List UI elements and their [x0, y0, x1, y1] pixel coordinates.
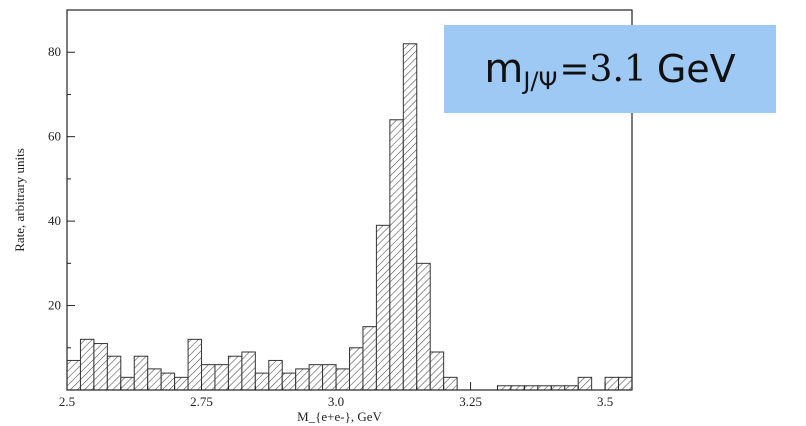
- histogram-bin: [322, 364, 337, 391]
- histogram-bin: [254, 372, 270, 391]
- histogram-bin: [550, 385, 566, 391]
- histogram-bin: [496, 385, 512, 391]
- axes: [66, 9, 633, 391]
- x-tick-label: 3.5: [597, 394, 613, 409]
- annotation-subscript: J/Ψ: [523, 67, 558, 95]
- histogram-bin: [201, 364, 216, 391]
- histogram-bin: [241, 351, 256, 391]
- y-tick-label: 60: [48, 129, 61, 144]
- histogram-bin: [187, 338, 203, 391]
- histogram-bin: [416, 262, 431, 391]
- y-tick-label: 80: [48, 44, 61, 59]
- histogram-bin: [93, 343, 108, 391]
- histogram-bin: [268, 359, 283, 391]
- histogram-bin: [537, 385, 552, 391]
- y-axis-label: Rate, arbitrary units: [12, 148, 27, 252]
- annotation-unit: GeV: [656, 47, 736, 91]
- histogram-bin: [564, 385, 579, 391]
- annotation-symbol: m: [484, 46, 524, 92]
- histogram-bin: [335, 368, 350, 391]
- histogram-bin: [362, 326, 377, 391]
- histogram-bin: [402, 43, 418, 391]
- histogram-bin: [120, 376, 135, 391]
- histogram-bin: [389, 119, 404, 391]
- y-tick-label: 40: [48, 213, 61, 228]
- y-tick-label: 20: [48, 298, 61, 313]
- annotation-value: =3.1: [559, 48, 647, 90]
- histogram-bin: [618, 376, 633, 391]
- histogram-bars: [66, 43, 633, 391]
- tick-labels: 2.5 2.75 3.0 3.25 3.5 20 40 60 80: [48, 44, 613, 409]
- histogram-bin: [106, 355, 122, 391]
- histogram-bin: [133, 355, 149, 391]
- x-axis-label: M_{e+e-}, GeV: [297, 409, 382, 424]
- histogram-bin: [160, 372, 176, 391]
- histogram-bin: [510, 385, 525, 391]
- histogram-bin: [227, 355, 243, 391]
- histogram-bin: [214, 364, 229, 391]
- mass-annotation: m J/Ψ =3.1 GeV: [444, 25, 776, 113]
- histogram-bin: [79, 338, 95, 391]
- x-tick-label: 3.0: [328, 394, 344, 409]
- histogram-bin: [443, 376, 458, 391]
- histogram-bin: [147, 368, 162, 391]
- histogram-bin: [349, 347, 364, 391]
- histogram-bin: [523, 385, 539, 391]
- histogram-bin: [577, 376, 593, 391]
- plot-frame: [66, 9, 633, 391]
- histogram-bin: [295, 368, 310, 391]
- histogram-bin: [66, 359, 81, 391]
- x-tick-label: 2.5: [59, 394, 75, 409]
- histogram-bin: [308, 364, 324, 391]
- histogram-bin: [429, 351, 445, 391]
- histogram-bin: [174, 376, 189, 391]
- x-tick-label: 2.75: [190, 394, 213, 409]
- histogram-bin: [281, 372, 297, 391]
- histogram-bin: [604, 376, 620, 391]
- histogram-bin: [375, 224, 391, 391]
- x-tick-label: 3.25: [459, 394, 482, 409]
